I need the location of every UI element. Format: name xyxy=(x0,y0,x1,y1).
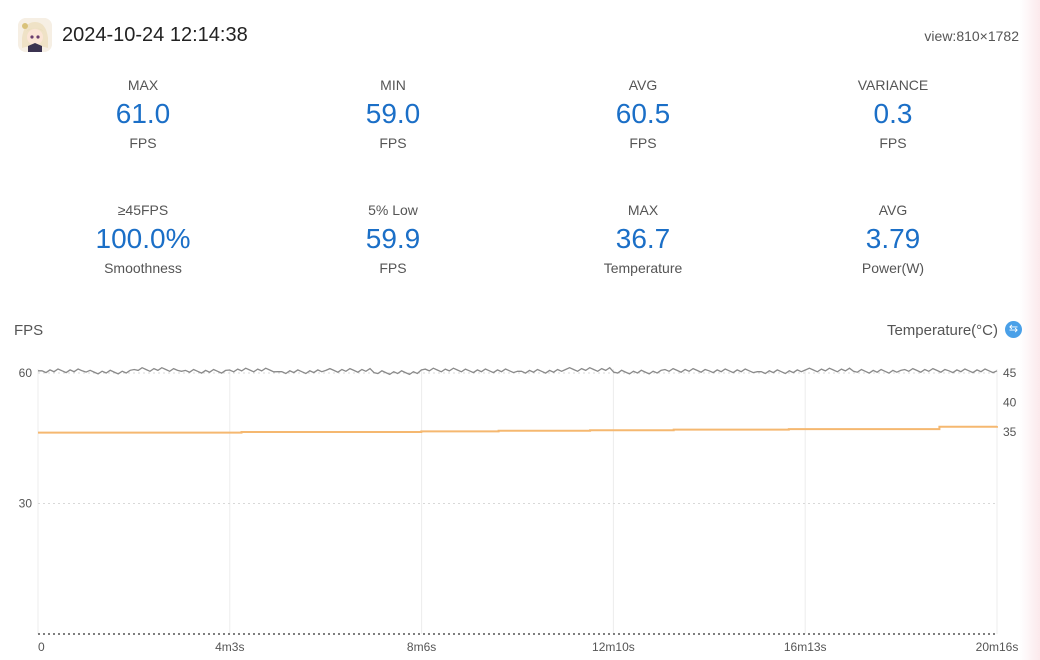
stat-max-temperature: MAX 36.7 Temperature xyxy=(518,201,768,277)
stat-5pct-low: 5% Low 59.9 FPS xyxy=(268,201,518,277)
session-timestamp: 2024-10-24 12:14:38 xyxy=(62,24,248,46)
stat-value: 100.0% xyxy=(95,223,191,254)
stats-grid: MAX 61.0 FPS MIN 59.0 FPS AVG 60.5 FPS V… xyxy=(18,70,1018,290)
left-tick-label: 60 xyxy=(19,366,33,380)
stat-label: 5% Low xyxy=(368,202,418,218)
right-tick-label: 40 xyxy=(1003,396,1017,410)
right-tick-label: 35 xyxy=(1003,425,1017,439)
chart-svg: 60 30 45 40 35 0 4m3s 8m6s 12m10s 16m13s 20m16s xyxy=(19,366,1019,654)
header: 2024-10-24 12:14:38 view:810×1782 xyxy=(18,14,1022,58)
avatar-image xyxy=(18,18,52,52)
x-tick-label: 12m10s xyxy=(592,640,635,654)
stat-label: VARIANCE xyxy=(857,77,929,93)
temperature-series-line xyxy=(38,425,998,434)
stat-unit: Power(W) xyxy=(861,260,925,276)
view-resolution: view:810×1782 xyxy=(924,28,1019,44)
stat-variance-fps: VARIANCE 0.3 FPS xyxy=(768,76,1018,152)
stat-unit: Smoothness xyxy=(104,260,182,276)
stat-max-fps: MAX 61.0 FPS xyxy=(18,76,268,152)
stat-unit: FPS xyxy=(379,135,407,151)
stat-unit: FPS xyxy=(629,135,657,151)
stat-min-fps: MIN 59.0 FPS xyxy=(268,76,518,152)
x-tick-label: 20m16s xyxy=(976,640,1019,654)
stat-value: 59.9 xyxy=(365,223,421,254)
x-tick-label: 4m3s xyxy=(215,640,244,654)
stat-label: MIN xyxy=(380,77,406,93)
stat-smoothness: ≥45FPS 100.0% Smoothness xyxy=(18,201,268,277)
x-tick-label: 8m6s xyxy=(407,640,436,654)
switch-metric-icon[interactable]: ⇆ xyxy=(1005,321,1022,338)
avatar[interactable] xyxy=(18,18,52,52)
stat-value: 36.7 xyxy=(615,223,671,254)
stat-label: ≥45FPS xyxy=(117,202,169,218)
x-tick-label: 16m13s xyxy=(784,640,827,654)
stat-unit: FPS xyxy=(129,135,157,151)
stat-unit: Temperature xyxy=(603,260,683,276)
stat-label: MAX xyxy=(627,202,659,218)
stat-value: 59.0 xyxy=(365,98,421,129)
chart-grid xyxy=(37,369,998,635)
chart-axis-labels: 60 30 45 40 35 0 4m3s 8m6s 12m10s 16m13s 20m16s xyxy=(19,366,1019,654)
stat-unit: FPS xyxy=(879,135,907,151)
x-tick-label: 0 xyxy=(38,640,45,654)
left-tick-label: 30 xyxy=(19,497,33,511)
stat-unit: FPS xyxy=(379,260,407,276)
right-edge-shade xyxy=(1020,0,1040,660)
right-axis-title: Temperature(°C) xyxy=(886,322,998,339)
chart-lines xyxy=(38,366,998,434)
left-axis-title: FPS xyxy=(14,322,44,339)
stat-label: AVG xyxy=(628,77,658,93)
stat-value: 61.0 xyxy=(115,98,171,129)
stat-label: MAX xyxy=(127,77,159,93)
stat-avg-fps: AVG 60.5 FPS xyxy=(518,76,768,152)
stat-value: 60.5 xyxy=(615,98,671,129)
stat-value: 3.79 xyxy=(865,223,921,254)
stat-value: 0.3 xyxy=(873,98,913,129)
stat-label: AVG xyxy=(878,202,908,218)
fps-series-line xyxy=(38,366,998,376)
stat-avg-power: AVG 3.79 Power(W) xyxy=(768,201,1018,277)
right-tick-label: 45 xyxy=(1003,366,1017,380)
